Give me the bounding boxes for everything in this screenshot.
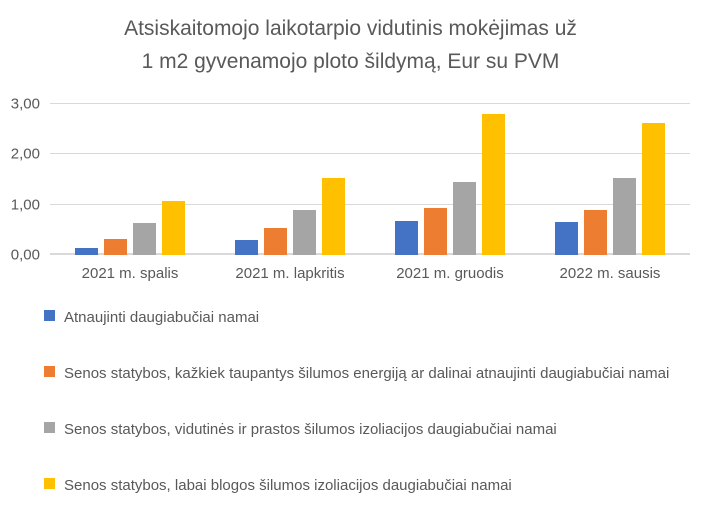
legend-label: Senos statybos, labai blogos šilumos izo…: [64, 477, 512, 494]
bar-series-2: [264, 227, 287, 255]
bar-group: [530, 104, 690, 255]
chart-title-line-1: Atsiskaitomojo laikotarpio vidutinis mok…: [124, 17, 577, 40]
legend-label: Atnaujinti daugiabučiai namai: [64, 309, 260, 326]
gridline: [50, 153, 690, 155]
bar-series-3: [133, 222, 156, 255]
bar-series-1: [395, 221, 418, 255]
x-tick-label: 2021 m. spalis: [81, 265, 179, 282]
x-axis: 2021 m. spalis 2021 m. lapkritis 2021 m. g…: [50, 265, 690, 282]
y-axis: 0,00 1,00 2,00 3,00: [0, 96, 40, 264]
chart-title: Atsiskaitomojo laikotarpio vidutinis mok…: [0, 12, 701, 78]
legend-item: Senos statybos, vidutinės ir prastos šil…: [44, 417, 557, 442]
legend-swatch-icon: [44, 310, 55, 321]
bar-group: [210, 104, 370, 255]
x-tick-label: 2022 m. sausis: [559, 265, 661, 282]
bar-series-4: [482, 114, 505, 255]
bar-group: [370, 104, 530, 255]
bar-series-2: [104, 238, 127, 255]
bar-series-4: [642, 122, 665, 255]
y-tick-label: 0,00: [10, 246, 40, 264]
y-tick-label: 2,00: [10, 145, 40, 163]
gridline: [50, 253, 690, 255]
legend-item: Atnaujinti daugiabučiai namai: [44, 305, 259, 330]
bar-series-4: [162, 200, 185, 255]
bar-series-3: [453, 181, 476, 255]
bar-series-1: [555, 222, 578, 255]
bar-group: [50, 104, 210, 255]
legend-item: Senos statybos, labai blogos šilumos izo…: [44, 473, 512, 498]
bar-series-3: [293, 209, 316, 255]
gridline: [50, 203, 690, 205]
legend-item: Senos statybos, kažkiek taupantys šilumo…: [44, 361, 669, 386]
bar-series-2: [584, 210, 607, 255]
chart-title-line-2: 1 m2 gyvenamojo ploto šildymą, Eur su PV…: [141, 50, 560, 73]
y-tick-label: 1,00: [10, 196, 40, 214]
bar-series-2: [424, 208, 447, 255]
legend-label: Senos statybos, kažkiek taupantys šilumo…: [64, 365, 670, 382]
x-tick-label: 2021 m. gruodis: [396, 265, 504, 282]
bar-groups: [50, 104, 690, 255]
bar-series-1: [235, 239, 258, 255]
plot-area: [50, 103, 690, 255]
legend-label: Senos statybos, vidutinės ir prastos šil…: [64, 421, 557, 438]
x-tick-label: 2021 m. lapkritis: [235, 265, 345, 282]
legend-swatch-icon: [44, 478, 55, 489]
legend-swatch-icon: [44, 366, 55, 377]
bar-series-4: [322, 178, 345, 255]
legend-swatch-icon: [44, 422, 55, 433]
bar-series-1: [75, 247, 98, 255]
y-tick-label: 3,00: [10, 95, 40, 113]
bar-series-3: [613, 177, 636, 255]
gridline: [50, 103, 690, 104]
